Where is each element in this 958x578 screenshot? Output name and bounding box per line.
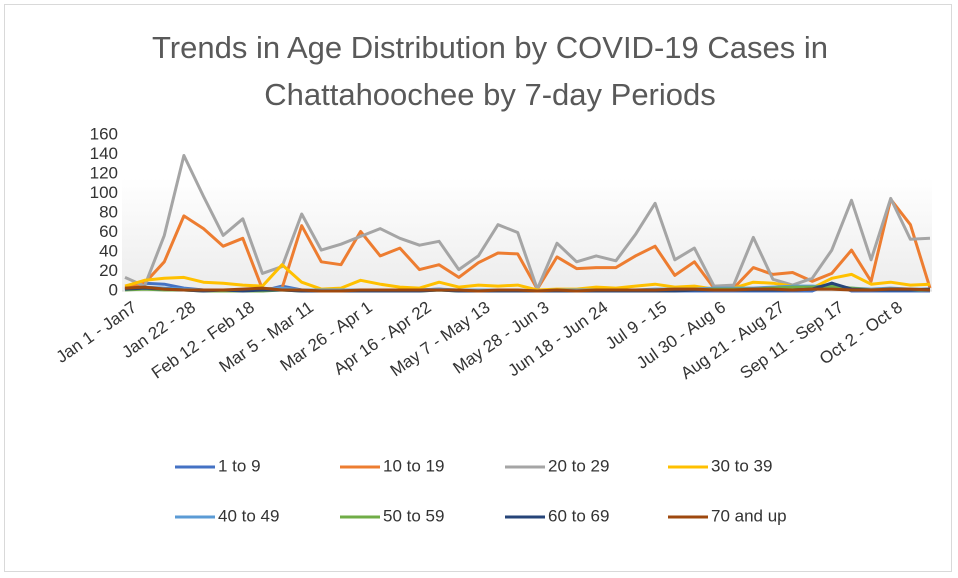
y-tick-label: 20 <box>99 261 118 280</box>
y-tick-label: 140 <box>90 144 118 163</box>
legend-label: 1 to 9 <box>218 456 261 475</box>
legend-label: 40 to 49 <box>218 506 279 525</box>
x-tick-label: Sep 11 - Sep 17 <box>736 298 847 383</box>
x-tick-label: Feb 12 - Feb 18 <box>148 298 258 383</box>
y-tick-label: 80 <box>99 202 118 221</box>
y-tick-label: 60 <box>99 222 118 241</box>
y-tick-label: 0 <box>109 280 118 299</box>
legend-label: 20 to 29 <box>548 456 609 475</box>
legend-label: 30 to 39 <box>711 456 772 475</box>
y-tick-label: 40 <box>99 241 118 260</box>
plot-background <box>122 178 932 291</box>
chart-frame <box>4 4 952 572</box>
chart-title: Trends in Age Distribution by COVID-19 C… <box>152 30 828 112</box>
legend-label: 50 to 59 <box>383 506 444 525</box>
y-tick-label: 100 <box>90 183 118 202</box>
y-tick-label: 160 <box>90 124 118 143</box>
series-line <box>124 197 932 291</box>
x-tick-label: Jun 18 - Jun 24 <box>504 298 611 381</box>
legend-label: 60 to 69 <box>548 506 609 525</box>
y-tick-label: 120 <box>90 163 118 182</box>
x-tick-label: May 7 - May 13 <box>387 298 494 381</box>
series-line <box>124 285 931 293</box>
legend-label: 10 to 19 <box>383 456 444 475</box>
x-tick-label: Aug 21 - Aug 27 <box>677 298 788 384</box>
legend-label: 70 and up <box>711 506 787 525</box>
series-line <box>124 154 931 291</box>
